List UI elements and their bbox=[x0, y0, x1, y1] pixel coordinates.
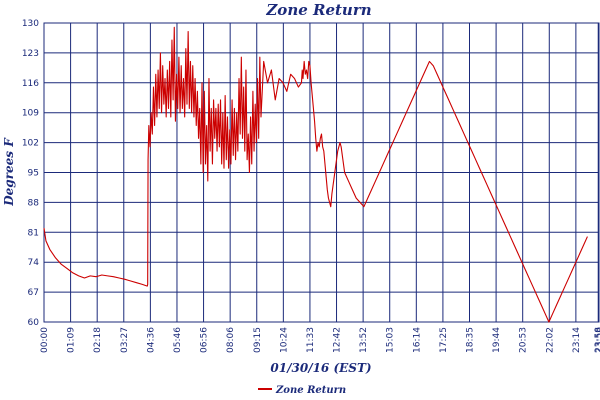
y-tick-label: 81 bbox=[28, 228, 39, 238]
series-line-zone-return bbox=[43, 26, 588, 323]
x-tick-label: 19:44 bbox=[492, 327, 502, 353]
x-tick-label: 04:36 bbox=[146, 327, 156, 353]
x-axis-ticks: 00:00 01:09 02:18 03:27 04:36 05:46 06:56 08:06… bbox=[40, 327, 600, 353]
x-tick-label: 12:42 bbox=[333, 327, 343, 353]
x-tick-label: 10:24 bbox=[279, 327, 289, 353]
y-tick-label: 130 bbox=[22, 19, 39, 29]
y-tick-label: 95 bbox=[28, 169, 39, 179]
y-axis-title: Degrees F bbox=[2, 137, 16, 207]
y-tick-label: 109 bbox=[22, 109, 39, 119]
y-tick-label: 123 bbox=[22, 49, 39, 59]
x-tick-label: 11:33 bbox=[306, 327, 316, 353]
legend: Zone Return bbox=[258, 385, 346, 396]
x-tick-label: 23:58 bbox=[594, 327, 600, 353]
chart-title: Zone Return bbox=[265, 1, 371, 19]
x-tick-label: 16:14 bbox=[412, 327, 422, 353]
grid-lines bbox=[43, 22, 600, 323]
x-tick-label: 18:35 bbox=[466, 327, 476, 353]
y-tick-label: 74 bbox=[28, 258, 40, 268]
plot-frame bbox=[43, 22, 600, 323]
x-tick-label: 01:09 bbox=[67, 327, 77, 353]
x-tick-label: 23:59 bbox=[595, 327, 600, 353]
x-tick-label: 09:15 bbox=[253, 327, 263, 353]
x-tick-label: 20:53 bbox=[519, 327, 529, 353]
x-tick-label: 03:27 bbox=[120, 327, 130, 353]
x-tick-label: 15:03 bbox=[386, 327, 396, 353]
y-tick-label: 102 bbox=[22, 139, 39, 149]
x-tick-label: 00:00 bbox=[40, 327, 50, 353]
y-tick-label: 60 bbox=[28, 318, 40, 328]
x-tick-label: 17:25 bbox=[439, 327, 449, 353]
x-tick-label: 13:52 bbox=[359, 327, 369, 353]
y-tick-label: 67 bbox=[28, 288, 39, 298]
y-tick-label: 116 bbox=[22, 79, 39, 89]
x-axis-title: 01/30/16 (EST) bbox=[270, 361, 371, 375]
y-tick-label: 88 bbox=[28, 198, 40, 208]
legend-label-zone-return: Zone Return bbox=[275, 385, 346, 396]
x-tick-label: 02:18 bbox=[93, 327, 103, 353]
x-tick-label: 23:14 bbox=[572, 327, 582, 353]
x-tick-label: 06:56 bbox=[200, 327, 210, 353]
x-tick-label: 22:02 bbox=[545, 327, 555, 353]
x-tick-label: 05:46 bbox=[173, 327, 183, 353]
x-tick-label: 08:06 bbox=[226, 327, 236, 353]
y-axis-ticks: 60 67 74 81 88 95 102 109 116 123 130 bbox=[22, 19, 39, 328]
